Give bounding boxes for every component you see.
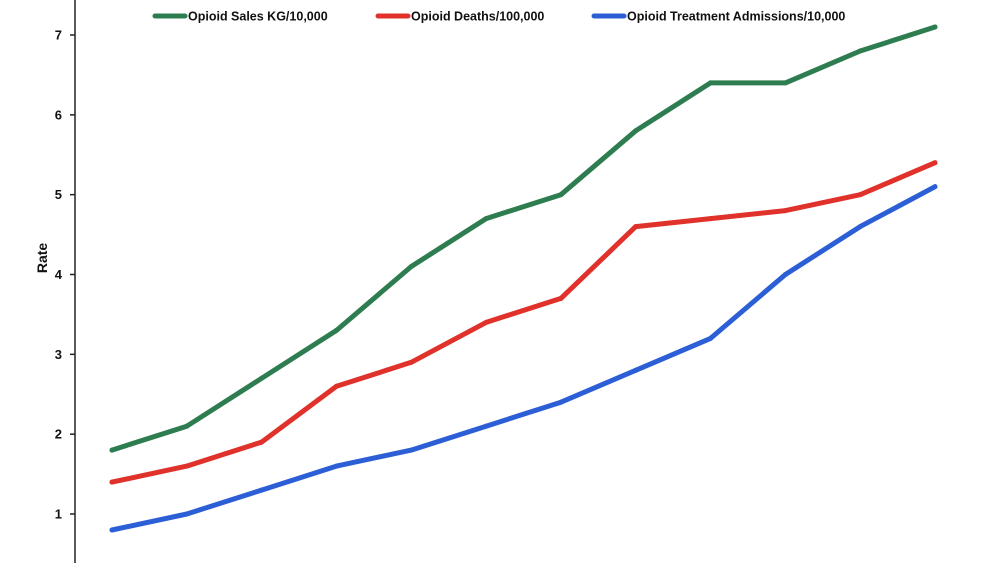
- data-point: [633, 128, 639, 134]
- y-tick-label: 1: [55, 507, 62, 522]
- data-point: [932, 160, 938, 166]
- legend-label-0: Opioid Sales KG/10,000: [188, 10, 328, 24]
- data-point: [259, 439, 265, 445]
- data-point: [333, 463, 339, 469]
- data-point: [408, 447, 414, 453]
- series-line-0: [109, 24, 938, 453]
- data-point: [708, 80, 714, 86]
- data-point: [558, 192, 564, 198]
- data-point: [483, 319, 489, 325]
- data-point: [333, 383, 339, 389]
- data-point: [184, 463, 190, 469]
- data-point: [333, 327, 339, 333]
- data-point: [259, 487, 265, 493]
- y-tick-label: 2: [55, 427, 62, 442]
- y-tick-label: 5: [55, 187, 62, 202]
- data-point: [932, 24, 938, 30]
- data-point: [109, 527, 115, 533]
- data-point: [857, 192, 863, 198]
- data-point: [109, 447, 115, 453]
- legend-label-1: Opioid Deaths/100,000: [411, 10, 544, 24]
- data-point: [558, 399, 564, 405]
- data-point: [483, 216, 489, 222]
- data-point: [782, 80, 788, 86]
- data-point: [184, 423, 190, 429]
- y-axis-label: Rate: [34, 243, 50, 274]
- data-point: [408, 359, 414, 365]
- data-point: [408, 264, 414, 270]
- data-point: [857, 224, 863, 230]
- data-point: [782, 272, 788, 277]
- series-line-2: [109, 184, 938, 533]
- data-point: [932, 184, 938, 190]
- series-line-1: [109, 160, 938, 485]
- y-tick-label: 4: [55, 267, 63, 282]
- data-point: [184, 511, 190, 517]
- y-tick-label: 3: [55, 347, 62, 362]
- series-lines: [109, 24, 938, 533]
- data-point: [708, 335, 714, 341]
- data-point: [109, 479, 115, 485]
- data-point: [782, 208, 788, 214]
- data-point: [633, 224, 639, 230]
- data-point: [633, 367, 639, 373]
- y-tick-label: 7: [55, 28, 62, 43]
- data-point: [708, 216, 714, 222]
- data-point: [558, 295, 564, 301]
- axes: 1 2 3 4 5 6 7 Rate: [34, 0, 76, 563]
- legend: Opioid Sales KG/10,000 Opioid Deaths/100,…: [152, 10, 845, 24]
- data-point: [483, 423, 489, 429]
- data-point: [259, 375, 265, 381]
- y-tick-label: 6: [55, 107, 62, 122]
- y-ticks: 1 2 3 4 5 6 7: [55, 28, 75, 522]
- legend-label-2: Opioid Treatment Admissions/10,000: [627, 10, 845, 24]
- data-point: [857, 48, 863, 54]
